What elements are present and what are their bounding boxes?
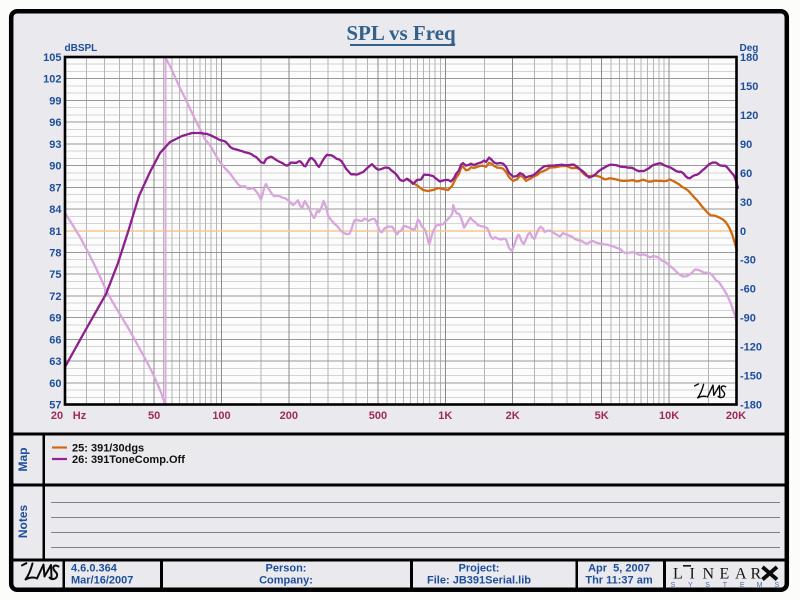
svg-text:99: 99 [49,95,61,107]
svg-text:66: 66 [49,334,61,346]
svg-text:78: 78 [49,248,61,260]
svg-text:26: 391ToneComp.Off: 26: 391ToneComp.Off [72,454,185,466]
svg-text:dBSPL: dBSPL [65,43,98,54]
svg-text:105: 105 [43,52,61,64]
svg-text:-30: -30 [740,255,756,267]
svg-text:Person:: Person: [266,563,307,575]
svg-text:S: S [774,582,779,589]
svg-text:20: 20 [51,410,63,422]
svg-text:File: JB391Serial.lib: File: JB391Serial.lib [427,575,531,587]
svg-text:Apr 5, 2007: Apr 5, 2007 [588,563,650,575]
svg-text:100: 100 [212,410,230,422]
svg-text:1K: 1K [438,410,452,422]
svg-text:90: 90 [740,139,752,151]
svg-text:120: 120 [740,110,758,122]
svg-text:Map: Map [16,448,30,472]
svg-text:2K: 2K [506,410,520,422]
svg-text:102: 102 [43,74,61,86]
svg-text:5K: 5K [595,410,609,422]
svg-text:84: 84 [49,204,62,216]
svg-text:M: M [757,582,763,589]
svg-text:87: 87 [49,182,61,194]
svg-text:S: S [705,582,710,589]
svg-text:200: 200 [280,410,298,422]
svg-text:-180: -180 [740,400,762,412]
svg-text:90: 90 [49,161,61,173]
svg-text:4.6.0.364: 4.6.0.364 [71,563,118,575]
svg-text:60: 60 [49,378,61,390]
svg-text:-120: -120 [740,342,762,354]
svg-text:10K: 10K [659,410,679,422]
svg-text:Notes: Notes [16,505,30,539]
svg-text:500: 500 [369,410,387,422]
svg-text:R: R [751,566,762,583]
svg-text:Y: Y [688,582,693,589]
svg-text:N: N [703,566,715,583]
svg-text:SPL vs Freq: SPL vs Freq [346,21,456,45]
svg-text:Mar/16/2007: Mar/16/2007 [71,575,133,587]
svg-text:E: E [740,582,745,589]
svg-text:Thr 11:37 am: Thr 11:37 am [585,575,652,587]
svg-text:180: 180 [740,52,758,64]
svg-text:Project:: Project: [459,563,500,575]
svg-text:Company:: Company: [259,575,313,587]
svg-text:S: S [671,582,676,589]
svg-text:E: E [720,566,730,583]
svg-text:69: 69 [49,313,61,325]
svg-text:0: 0 [740,226,746,238]
svg-text:57: 57 [49,400,61,412]
svg-text:Deg: Deg [740,43,759,54]
svg-text:81: 81 [49,226,61,238]
svg-text:50: 50 [148,410,160,422]
svg-text:A: A [735,566,747,583]
svg-text:Hz: Hz [73,410,87,422]
svg-text:150: 150 [740,81,758,93]
svg-text:25: 391/30dgs: 25: 391/30dgs [72,443,144,455]
svg-text:-150: -150 [740,371,762,383]
svg-text:63: 63 [49,356,61,368]
svg-text:L: L [673,566,683,583]
svg-text:20K: 20K [726,410,746,422]
svg-text:60: 60 [740,168,752,180]
svg-text:I: I [690,566,695,583]
svg-text:93: 93 [49,139,61,151]
svg-text:-60: -60 [740,284,756,296]
svg-text:75: 75 [49,269,61,281]
svg-text:30: 30 [740,197,752,209]
svg-text:96: 96 [49,117,61,129]
svg-text:-90: -90 [740,313,756,325]
svg-text:72: 72 [49,291,61,303]
svg-text:T: T [723,582,728,589]
